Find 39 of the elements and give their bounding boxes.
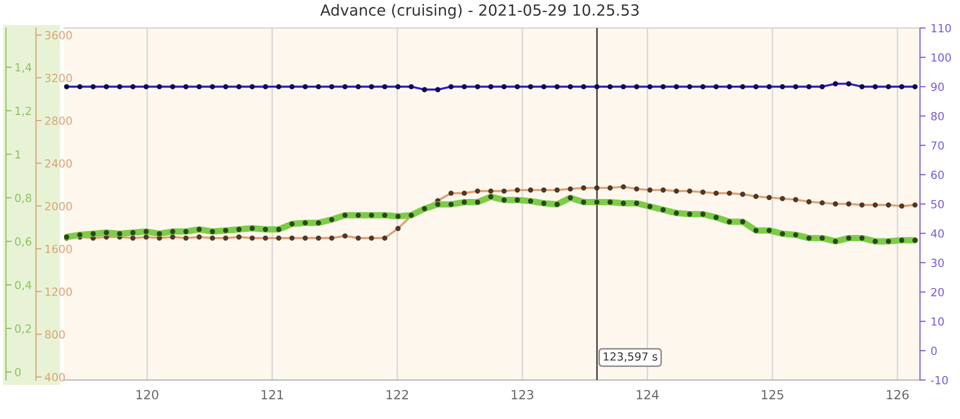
y-tick-label: 3600: [45, 31, 72, 40]
x-tick-label: 125: [762, 390, 784, 400]
x-tick-label: 122: [386, 390, 408, 400]
y2-tick-label: 50: [931, 200, 944, 208]
y3-tick-label: 0,4: [15, 280, 32, 290]
y-tick-label: 3200: [45, 74, 72, 82]
y3-tick-label: 1,4: [16, 63, 32, 73]
y-tick-label: 1600: [46, 244, 72, 254]
y3-tick-label: 0: [15, 368, 21, 376]
y-tick-label: 2400: [45, 159, 72, 168]
y2-tick-label: 10: [932, 317, 944, 326]
y3-tick-label: 1,2: [16, 106, 31, 116]
y2-tick-label: -10: [930, 376, 948, 384]
y-tick-label: 400: [44, 372, 65, 382]
x-tick-label: 120: [136, 390, 158, 400]
x-tick-label: 124: [636, 390, 659, 400]
y2-tick-label: 90: [931, 82, 944, 92]
x-tick-label: 123: [512, 390, 534, 400]
y-tick-label: 1200: [46, 287, 72, 296]
y3-tick-label: 0,8: [15, 194, 32, 204]
y2-tick-label: 70: [931, 141, 944, 150]
y2-tick-label: 100: [932, 53, 951, 62]
y2-tick-label: 80: [931, 112, 944, 120]
y2-tick-label: 110: [932, 24, 951, 32]
y2-tick-label: 40: [930, 229, 944, 238]
y-tick-label: 2800: [45, 116, 72, 125]
y2-tick-label: 60: [931, 170, 944, 180]
y2-tick-label: 30: [931, 258, 944, 268]
x-tick-label: 121: [262, 390, 283, 400]
y3-tick-label: 0,2: [15, 324, 31, 334]
y3-tick-label: 0,6: [15, 237, 32, 247]
y2-tick-label: 0: [931, 346, 937, 356]
y-tick-label: 800: [45, 330, 65, 339]
x-tick-label: 126: [886, 390, 909, 400]
y3-tick-label: 1: [16, 150, 20, 158]
ref-line-label: 123,597 s: [604, 352, 658, 362]
y-tick-label: 2000: [45, 202, 72, 210]
y2-tick-label: 20: [931, 288, 944, 296]
chart-title: Advance (cruising) - 2021-05-29 10.25.53: [320, 4, 639, 19]
